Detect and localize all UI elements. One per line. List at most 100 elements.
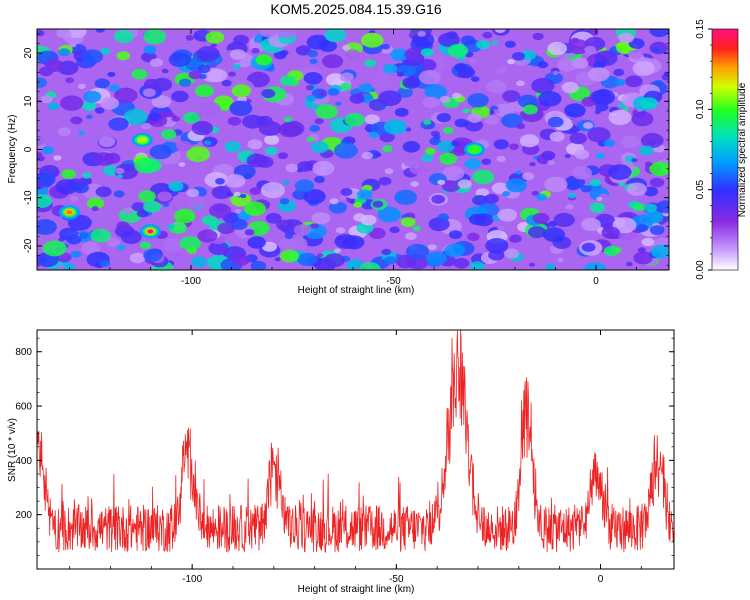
heatmap-cell xyxy=(431,194,446,204)
heatmap-cell xyxy=(280,75,296,86)
heatmap-cell xyxy=(377,206,401,223)
heatmap-cell xyxy=(303,72,323,85)
heatmap-cell xyxy=(346,261,358,270)
heatmap-cell xyxy=(100,97,120,110)
heatmap-cell xyxy=(608,109,632,126)
heatmap-cell xyxy=(167,223,175,230)
heatmap-cell xyxy=(631,158,638,163)
heatmap-cell xyxy=(591,89,616,105)
heatmap-cell xyxy=(467,93,489,108)
heatmap-cell xyxy=(79,232,89,239)
heatmap-cell xyxy=(195,84,214,98)
heatmap-cell xyxy=(581,242,596,252)
heatmap-cell xyxy=(464,158,482,170)
heatmap-cell xyxy=(335,227,346,234)
heatmap-cell xyxy=(168,52,191,67)
heatmap-cell xyxy=(329,198,339,205)
heatmap-cell xyxy=(628,38,645,49)
heatmap-cell xyxy=(451,141,460,147)
heatmap-cell xyxy=(161,68,169,74)
heatmap-cell xyxy=(108,117,129,131)
heatmap-cell xyxy=(197,101,222,118)
heatmap-cell xyxy=(566,39,590,55)
heatmap-cell xyxy=(136,209,149,218)
heatmap-cell xyxy=(227,116,242,126)
heatmap-cell xyxy=(655,200,669,214)
heatmap-cell xyxy=(522,104,538,115)
heatmap-cell xyxy=(143,29,167,45)
heatmap-cell xyxy=(147,112,161,122)
heatmap-cell xyxy=(457,66,475,79)
heatmap-cell xyxy=(294,179,314,193)
heatmap-cell xyxy=(40,95,53,104)
heatmap-cell xyxy=(334,248,341,253)
heatmap-cell xyxy=(225,174,246,188)
heatmap-cell xyxy=(277,152,289,160)
heatmap-cell xyxy=(333,142,358,159)
heatmap-cell xyxy=(162,202,170,207)
heatmap-cell xyxy=(663,71,669,77)
heatmap-cell xyxy=(86,114,93,120)
heatmap-cell xyxy=(255,54,273,66)
heatmap-cell xyxy=(368,227,386,240)
heatmap-cell xyxy=(628,49,643,60)
heatmap-cell xyxy=(297,252,318,267)
heatmap-cell xyxy=(405,77,420,88)
heatmap-cell xyxy=(208,203,232,219)
heatmap-cell xyxy=(284,233,294,239)
heatmap-cell xyxy=(65,77,74,84)
heatmap-cell xyxy=(384,119,407,135)
heatmap-cell xyxy=(405,232,417,240)
heatmap-cell xyxy=(207,68,228,83)
heatmap-cell xyxy=(437,179,446,185)
heatmap-cell xyxy=(309,124,321,132)
heatmap-cell xyxy=(196,46,220,62)
heatmap-cell xyxy=(396,71,404,77)
colorbar-label: Normalized spectral amplitude xyxy=(737,82,748,217)
heatmap-cell xyxy=(481,158,492,165)
heatmap-cell xyxy=(157,191,173,202)
figure-title: KOM5.2025.084.15.39.G16 xyxy=(270,1,441,17)
heatmap-cell xyxy=(397,87,413,98)
heatmap-cell xyxy=(649,225,665,236)
heatmap-peak-cell xyxy=(471,147,478,152)
heatmap-cell xyxy=(381,248,392,256)
heatmap-cell xyxy=(116,221,130,230)
heatmap-cell xyxy=(171,90,189,103)
heatmap-cell xyxy=(475,188,490,198)
heatmap-cell xyxy=(441,180,461,192)
heatmap-cell xyxy=(94,78,110,89)
heatmap-cell xyxy=(547,160,555,166)
heatmap-cell xyxy=(188,70,202,80)
heatmap-cell xyxy=(652,47,660,52)
heatmap-cell xyxy=(249,187,261,195)
heatmap-cell xyxy=(109,84,120,92)
heatmap-cell xyxy=(528,226,546,239)
heatmap-cell xyxy=(244,201,266,216)
heatmap-cell xyxy=(390,48,409,61)
heatmap-cell xyxy=(509,234,522,243)
heatmap-cell xyxy=(82,172,92,179)
heatmap-cell xyxy=(186,247,197,254)
heatmap-cell xyxy=(496,66,508,75)
heatmap-cell xyxy=(81,101,96,111)
heatmap-cell xyxy=(349,199,356,204)
heatmap-cell xyxy=(70,116,83,125)
heatmap-cell xyxy=(588,67,610,82)
heatmap-cell xyxy=(564,154,571,159)
heatmap-cell xyxy=(317,253,324,258)
heatmap-cell xyxy=(264,134,280,145)
heatmap-cell xyxy=(91,206,99,212)
heatmap-cell xyxy=(632,61,655,76)
heatmap-cell xyxy=(143,45,157,54)
heatmap-cell xyxy=(349,93,365,104)
heatmap-cell xyxy=(340,195,347,200)
heatmap-cell xyxy=(176,35,187,43)
snr-x-tick-label: 0 xyxy=(598,574,604,585)
heatmap-x-axis-label: Height of straight line (km) xyxy=(298,285,415,296)
heatmap-cell xyxy=(418,69,441,85)
heatmap-cell xyxy=(561,81,579,94)
heatmap-cell xyxy=(517,94,539,109)
heatmap-cell xyxy=(452,193,461,199)
heatmap-cell xyxy=(285,163,299,173)
